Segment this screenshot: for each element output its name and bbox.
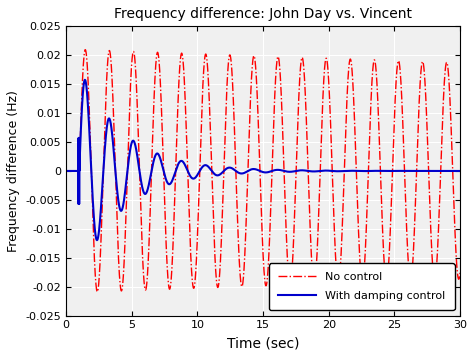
No control [284, 249, 290, 253]
Line: No control: No control [66, 50, 460, 292]
Title: Frequency difference: John Day vs. Vincent: Frequency difference: John Day vs. Vince… [114, 7, 412, 21]
No control [82, 47, 88, 52]
Legend: No control, With damping control: No control, With damping control [269, 263, 455, 310]
With damping control [94, 238, 100, 242]
With damping control [377, 169, 383, 173]
With damping control [402, 169, 408, 173]
With damping control [63, 169, 69, 173]
No control [456, 276, 462, 280]
With damping control [181, 160, 186, 165]
With damping control [82, 78, 88, 82]
With damping control [457, 169, 463, 173]
Line: With damping control: With damping control [66, 80, 460, 240]
No control [377, 157, 383, 161]
No control [63, 169, 69, 173]
With damping control [456, 169, 462, 173]
X-axis label: Time (sec): Time (sec) [227, 336, 300, 350]
With damping control [284, 170, 290, 174]
No control [181, 64, 186, 68]
No control [94, 290, 100, 294]
No control [314, 255, 319, 260]
With damping control [314, 169, 319, 174]
Y-axis label: Frequency difference (Hz): Frequency difference (Hz) [7, 90, 20, 252]
No control [402, 190, 408, 194]
No control [457, 271, 463, 275]
